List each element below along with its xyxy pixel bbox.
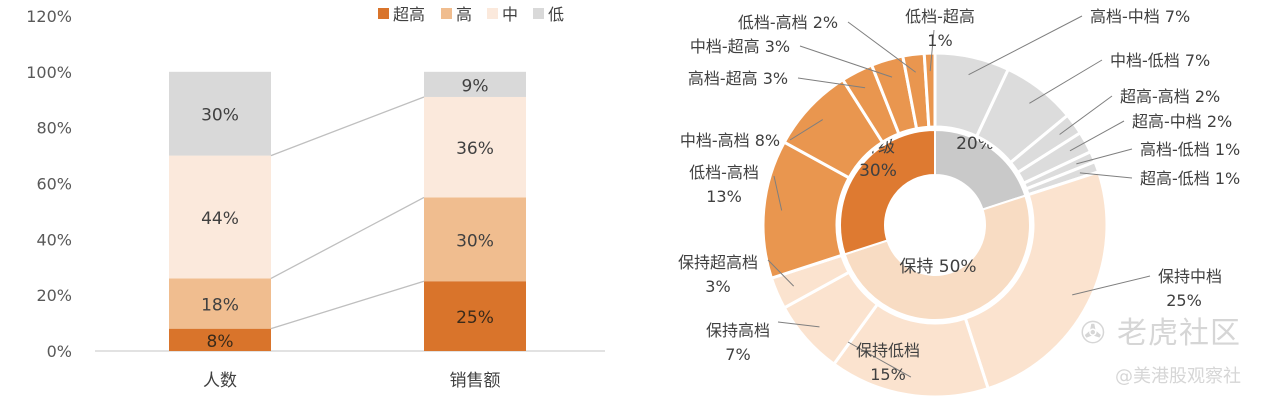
legend-swatch [441,8,452,19]
inner-slice-label: 保持 50% [899,257,976,277]
leader-line [797,77,866,89]
outer-slice-label: 低档-超高 [905,7,975,26]
leader-line [799,45,893,78]
inner-slice [839,128,936,256]
x-tick-label: 人数 [203,371,237,391]
leader-line [929,29,935,72]
legend-swatch [487,8,498,19]
leader-line [773,175,783,211]
watermark-logo: ✇ 老虎社区 [1080,308,1241,352]
legend-label: 高 [456,5,472,24]
x-tick-label: 销售额 [450,371,501,391]
leader-line [1069,120,1125,152]
outer-slice-value: 1% [927,31,952,50]
data-label: 36% [456,139,494,159]
watermark-subtext: @美港股观察社 [1115,366,1241,387]
data-label: 8% [207,332,234,352]
inner-slice [843,194,1031,321]
leader-line [777,321,820,328]
watermark-logo-icon: ✇ [1080,316,1117,351]
leader-line [1029,59,1103,104]
y-tick-label: 40% [36,230,72,249]
outer-slice-label: 保持超高档 [678,253,758,272]
outer-slice-value: 3% [705,277,730,296]
bar-segment [169,71,271,156]
outer-slice-label: 低档-高档 2% [738,13,838,32]
outer-slice-label: 中档-超高 3% [690,37,790,56]
leader-line [1072,275,1151,296]
data-label: 30% [201,106,239,126]
leader-line [968,15,1083,76]
outer-slice-label: 超高-低档 1% [1140,169,1240,188]
y-tick-label: 60% [36,175,72,194]
connector-line [270,96,425,157]
outer-slice-label: 高档-中档 7% [1090,7,1190,26]
legend-swatch [533,8,544,19]
leader-line [789,119,824,141]
leader-line [847,21,916,73]
outer-slice-label: 低档-高档 [689,163,759,182]
legend-label: 低 [548,5,564,24]
outer-slice-label: 保持中档 [1158,267,1222,286]
outer-slice [922,51,937,129]
outer-slice-value: 15% [870,365,906,384]
legend-label: 中 [502,5,518,24]
leader-line [1079,172,1133,179]
y-tick-label: 120% [26,7,72,26]
leader-line [767,259,795,287]
outer-slice-label: 保持高档 [706,321,770,340]
outer-slice-value: 25% [1166,291,1202,310]
outer-slice-label: 高档-低档 1% [1140,140,1240,159]
outer-slice-label: 中档-低档 7% [1110,51,1210,70]
stacked-bar-chart: 0% 20% 40% 60% 80% 100% 120% 8% 18% 44% 30% 人数 25% 30… [26,5,605,391]
legend-swatch [378,8,389,19]
bar-segment [424,71,526,97]
sunburst-donut-chart: 降级20%保持 50%升级30%高档-中档 7%中档-低档 7%超高-高档 2%… [678,7,1240,399]
outer-slice-value: 13% [706,187,742,206]
outer-slice-label: 超高-中档 2% [1132,112,1232,131]
leader-line [1076,148,1133,165]
leader-line [847,341,912,378]
outer-slice-label: 超高-高档 2% [1120,87,1220,106]
bar-segment [169,155,271,279]
y-tick-label: 100% [26,63,72,82]
outer-slice-value: 7% [725,345,750,364]
connector-line [270,196,425,279]
connector-line [270,280,425,330]
data-label: 18% [201,296,239,316]
y-tick-label: 80% [36,119,72,138]
data-label: 9% [462,76,489,96]
y-tick-label: 0% [47,342,72,361]
bar-segment [169,328,271,351]
outer-slice-label: 中档-高档 8% [680,131,780,150]
bar-segment [424,281,526,351]
data-label: 44% [201,209,239,229]
data-label: 25% [456,308,494,328]
data-label: 30% [456,231,494,251]
bar-segment [169,278,271,329]
y-tick-label: 20% [36,286,72,305]
bar-segment [424,96,526,198]
watermark-logo-text: 老虎社区 [1117,316,1241,351]
inner-slice-value: 30% [859,161,897,181]
outer-slice-label: 高档-超高 3% [688,69,788,88]
bar-segment [424,197,526,282]
outer-slice [963,169,1109,391]
leader-line [1059,95,1113,135]
outer-slice-label: 保持低档 [856,341,920,360]
legend-label: 超高 [393,5,425,24]
